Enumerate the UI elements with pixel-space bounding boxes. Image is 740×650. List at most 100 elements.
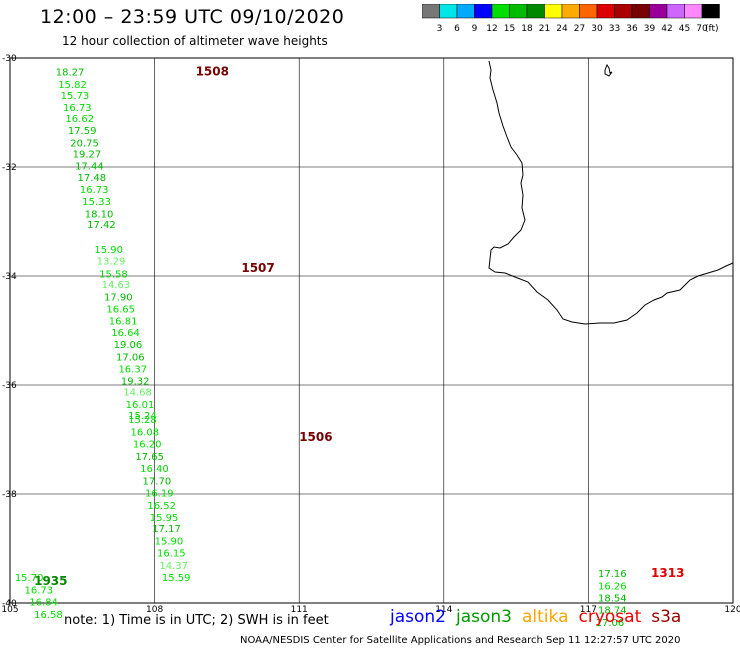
wave-height-label: 19.06: [114, 340, 143, 351]
pass-labels: 1508 1507 1506 1935 1313: [34, 65, 684, 589]
wave-height-label: 17.17: [152, 524, 181, 535]
wave-height-label: 16.52: [147, 501, 176, 512]
wave-height-label: 15.33: [82, 197, 111, 208]
latitude-label: -40: [2, 599, 17, 609]
page-title: 12:00 – 23:59 UTC 09/10/2020: [40, 6, 345, 28]
wave-height-label: 18.10: [85, 209, 114, 220]
wave-height-label: 16.73: [24, 585, 53, 596]
wave-height-label: 16.81: [109, 317, 138, 328]
wave-height-label: 19.27: [73, 149, 102, 160]
wave-height-label: 17.65: [135, 452, 164, 463]
wave-height-label: 17.06: [596, 618, 625, 629]
wave-height-label: 17.06: [116, 353, 145, 364]
wave-height-label: 16.40: [140, 464, 169, 475]
wave-height-label: 17.59: [68, 126, 97, 137]
wave-height-label: 19.32: [121, 377, 150, 388]
satellite-legend-altika: altika: [522, 607, 569, 627]
pass-number-label: 1313: [651, 566, 684, 580]
color-scale-label: 21: [539, 24, 550, 34]
wave-height-label: 16.37: [118, 365, 147, 376]
wave-height-label: 17.48: [77, 173, 106, 184]
longitude-label: 108: [146, 605, 163, 615]
map-frame: [9, 57, 734, 604]
coastline-island: [604, 63, 613, 77]
color-scale-legend: 3 6 9 12 15 18 21 24 27 30 33 36 39 42 45 70(ft): [422, 4, 720, 34]
altimeter-tracks: 18.2715.8215.7316.7316.6217.5920.7519.27…: [15, 68, 627, 629]
footnote: note: 1) Time is in UTC; 2) SWH is in fe…: [64, 613, 329, 628]
latitude-label: -38: [2, 490, 17, 500]
satellite-legend: jason2 jason3 altika cryosat s3a: [390, 607, 691, 627]
color-scale-label: 45: [679, 24, 690, 34]
wave-height-label: 16.64: [111, 328, 140, 339]
pass-number-label: 1507: [241, 261, 274, 275]
wave-height-label: 15.58: [99, 269, 128, 280]
wave-height-label: 15.82: [58, 80, 87, 91]
color-scale-label: 42: [661, 24, 672, 34]
wave-height-label: 15.95: [150, 513, 179, 524]
color-scale-label: 9: [472, 24, 478, 34]
color-scale-label: 6: [454, 24, 460, 34]
color-scale-label: 3: [437, 24, 443, 34]
latitude-label: -34: [2, 272, 17, 282]
latitude-label: -32: [2, 163, 17, 173]
wave-height-label: 15.70: [15, 573, 44, 584]
wave-height-label: 18.54: [598, 594, 627, 605]
satellite-legend-cryosat: cryosat: [578, 607, 642, 627]
wave-height-label: 17.70: [143, 476, 172, 487]
satellite-legend-jason2: jason2: [390, 607, 446, 627]
wave-height-label: 17.42: [87, 220, 116, 231]
pass-number-label: 1506: [299, 430, 332, 444]
wave-height-label: 16.26: [598, 582, 627, 593]
color-scale-label: 24: [556, 24, 568, 34]
credit-line: NOAA/NESDIS Center for Satellite Applica…: [240, 635, 681, 646]
wave-height-label: 16.15: [157, 548, 186, 559]
longitude-label: 105: [1, 605, 18, 615]
wave-height-label: 16.19: [145, 488, 174, 499]
color-scale-label: 27: [574, 24, 585, 34]
latitude-label: -30: [2, 54, 17, 64]
pass-number-label: 1508: [196, 65, 229, 79]
color-scale-label: 12: [486, 24, 497, 34]
wave-height-label: 15.90: [94, 245, 123, 256]
wave-height-label: 16.73: [80, 185, 109, 196]
page-subtitle: 12 hour collection of altimeter wave hei…: [62, 34, 328, 48]
color-scale-label: 70: [696, 24, 708, 34]
color-scale-unit: (ft): [705, 24, 719, 34]
wave-height-label: 17.16: [598, 569, 627, 580]
color-scale-label: 30: [591, 24, 603, 34]
satellite-legend-s3a: s3a: [651, 607, 682, 627]
wave-height-label: 13.29: [97, 257, 126, 268]
wave-height-label: 16.65: [106, 305, 135, 316]
color-scale-label: 15: [504, 24, 515, 34]
wave-height-label: 15.59: [162, 573, 191, 584]
axis-labels: 105 108 111 114 117 120 -30 -32 -34 -36 -38 -40: [1, 54, 740, 615]
longitude-label: 120: [724, 605, 740, 615]
wave-height-label: 14.63: [102, 280, 131, 291]
wave-height-label: 16.73: [63, 103, 92, 114]
wave-height-label: 16.84: [29, 597, 58, 608]
wave-height-label: 16.58: [34, 610, 63, 621]
wave-height-label: 17.44: [75, 161, 104, 172]
wave-height-label: 14.68: [123, 388, 152, 399]
wave-height-label: 15.28: [128, 415, 157, 426]
wave-height-label: 15.73: [61, 91, 90, 102]
color-scale-label: 18: [521, 24, 533, 34]
coastline-australia: [488, 60, 734, 325]
wave-height-label: 16.08: [131, 427, 160, 438]
wave-height-label: 17.90: [104, 293, 133, 304]
wave-height-label: 16.01: [126, 400, 155, 411]
pass-number-label: 1935: [34, 574, 67, 588]
wave-height-label: 18.27: [56, 68, 85, 79]
longitude-label: 117: [580, 605, 597, 615]
color-scale-label: 36: [626, 24, 638, 34]
color-scale-label: 33: [609, 24, 620, 34]
wave-height-label: 15.24: [128, 411, 157, 422]
wave-height-label: 15.90: [155, 536, 184, 547]
map-grid: [10, 58, 733, 603]
wave-height-label: 16.20: [133, 439, 162, 450]
wave-height-label: 16.62: [65, 114, 94, 125]
latitude-label: -36: [2, 381, 17, 391]
satellite-legend-jason3: jason3: [456, 607, 512, 627]
wave-height-label: 20.75: [70, 138, 99, 149]
